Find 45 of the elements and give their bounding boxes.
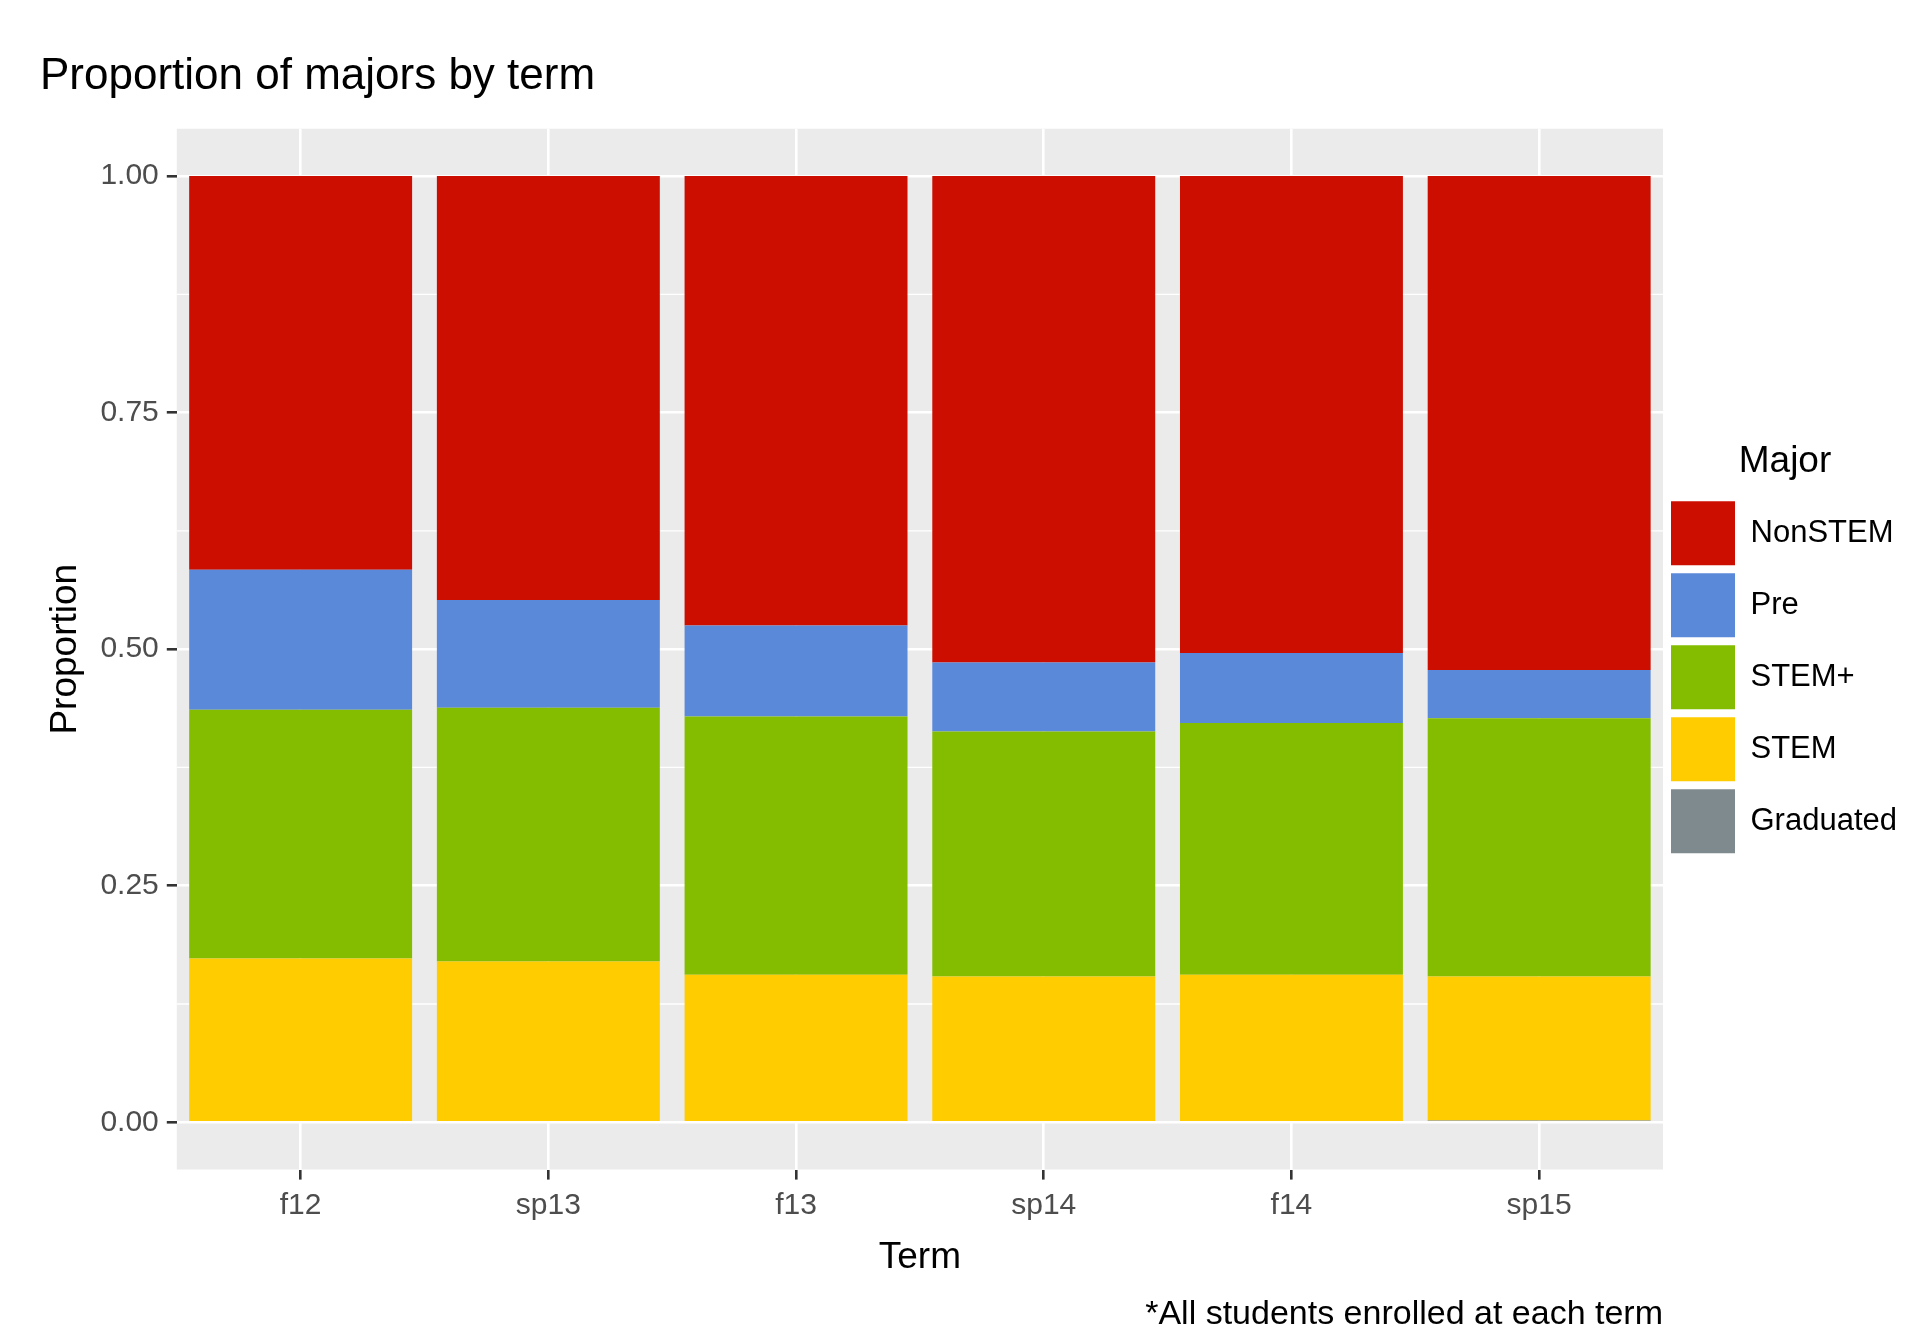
y-tick-label: 0.00 — [100, 1103, 159, 1137]
bar — [684, 625, 908, 717]
bar — [436, 707, 660, 962]
bar — [189, 569, 413, 710]
x-tick-label: f14 — [1270, 1186, 1313, 1220]
bar — [1427, 976, 1651, 1121]
text: *All students enrolled at each term — [1145, 1293, 1664, 1332]
x-tick-label: sp15 — [1506, 1186, 1572, 1220]
x-tick-label: f12 — [279, 1186, 322, 1220]
legend-label: STEM+ — [1750, 657, 1855, 693]
bar — [932, 662, 1156, 732]
bar — [684, 716, 908, 975]
bar — [189, 176, 413, 570]
legend-label: Pre — [1750, 585, 1799, 621]
y-tick-label: 0.75 — [100, 393, 159, 427]
y-tick-label: 0.25 — [100, 867, 159, 901]
bar — [1179, 176, 1403, 653]
x-axis-title: Term — [878, 1235, 962, 1276]
x-tick-label: sp13 — [515, 1186, 581, 1220]
bar — [436, 600, 660, 708]
bar — [1427, 718, 1651, 977]
bar — [932, 731, 1156, 977]
bar — [189, 958, 413, 1121]
legend-label: NonSTEM — [1750, 513, 1894, 549]
bar — [1427, 176, 1651, 671]
x-tick-label: sp14 — [1011, 1186, 1077, 1220]
bar — [189, 709, 413, 959]
bar — [436, 176, 660, 600]
bar — [1179, 723, 1403, 975]
x-tick-label: f13 — [775, 1186, 817, 1220]
legend-title: Major — [1738, 438, 1832, 480]
y-tick-label: 0.50 — [100, 630, 159, 664]
legend-label: Graduated — [1750, 801, 1898, 837]
bar — [1179, 974, 1403, 1121]
bar — [436, 961, 660, 1121]
legend-label: STEM — [1750, 729, 1837, 765]
chart-title: Proportion of majors by term — [40, 48, 596, 98]
bar — [1427, 670, 1651, 719]
y-axis-title: Proportion — [43, 563, 85, 735]
bar — [684, 176, 908, 626]
bar — [932, 976, 1156, 1121]
y-tick-label: 1.00 — [100, 157, 159, 191]
bar — [932, 176, 1156, 663]
bar — [1179, 652, 1403, 723]
bar — [684, 974, 908, 1121]
